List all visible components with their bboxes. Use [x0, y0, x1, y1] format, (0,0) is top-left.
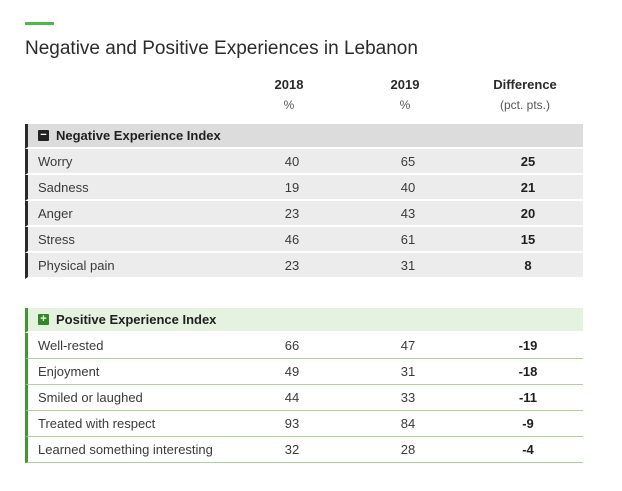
page-title: Negative and Positive Experiences in Leb… — [25, 38, 418, 59]
row-label: Well-rested — [38, 338, 104, 353]
value-2019: 33 — [400, 390, 416, 405]
value-difference: -11 — [518, 390, 538, 405]
table-row: Stress 46 61 15 — [25, 227, 583, 253]
column-header-year: 2018 — [274, 77, 304, 92]
value-difference: -9 — [522, 416, 534, 431]
table-row: Physical pain 23 31 8 — [25, 253, 583, 279]
value-2019: 28 — [400, 442, 416, 457]
row-label: Learned something interesting — [38, 442, 213, 457]
column-header-2019: 2019 % — [345, 77, 465, 112]
value-2019: 31 — [400, 364, 416, 379]
row-label: Physical pain — [38, 257, 115, 273]
negative-section-header: − Negative Experience Index — [25, 124, 583, 149]
value-2019: 31 — [400, 257, 416, 273]
value-2018: 23 — [284, 257, 300, 273]
plus-icon: + — [38, 314, 49, 325]
value-2018: 23 — [284, 205, 300, 221]
positive-section-header: + Positive Experience Index — [25, 308, 583, 333]
section-heading: Negative Experience Index — [56, 128, 221, 143]
table-row: Enjoyment 49 31 -18 — [25, 359, 583, 385]
value-2018: 66 — [284, 338, 300, 353]
value-difference: -18 — [518, 364, 538, 379]
column-header-unit: (pct. pts.) — [499, 98, 550, 112]
row-label: Treated with respect — [38, 416, 156, 431]
row-label: Stress — [38, 231, 75, 247]
accent-line — [25, 22, 54, 25]
column-header-unit: % — [283, 98, 295, 112]
value-2019: 61 — [400, 231, 416, 247]
value-2019: 47 — [400, 338, 416, 353]
row-label: Sadness — [38, 179, 89, 195]
value-2019: 43 — [400, 205, 416, 221]
table-row: Worry 40 65 25 — [25, 149, 583, 175]
section-heading: Positive Experience Index — [56, 312, 217, 327]
minus-icon: − — [38, 130, 49, 141]
table-row: Learned something interesting 32 28 -4 — [25, 437, 583, 463]
negative-experience-table: − Negative Experience Index Worry 40 65 25 S… — [25, 124, 583, 279]
column-header-year: Difference — [493, 77, 557, 92]
value-difference: 8 — [524, 257, 532, 273]
value-2018: 32 — [284, 442, 300, 457]
row-label: Enjoyment — [38, 364, 100, 379]
value-2018: 19 — [284, 179, 300, 195]
value-difference: 25 — [520, 153, 536, 169]
table-row: Sadness 19 40 21 — [25, 175, 583, 201]
row-label: Anger — [38, 205, 73, 221]
value-difference: -19 — [518, 338, 538, 353]
value-difference: 21 — [520, 179, 536, 195]
positive-experience-table: + Positive Experience Index Well-rested 6… — [25, 308, 583, 463]
value-2018: 40 — [284, 153, 300, 169]
value-difference: -4 — [522, 442, 534, 457]
column-header-difference: Difference (pct. pts.) — [465, 77, 585, 112]
row-label: Smiled or laughed — [38, 390, 143, 405]
value-2018: 44 — [284, 390, 300, 405]
value-2019: 65 — [400, 153, 416, 169]
column-header-year: 2019 — [390, 77, 420, 92]
row-label: Worry — [38, 153, 73, 169]
table-row: Anger 23 43 20 — [25, 201, 583, 227]
value-2019: 84 — [400, 416, 416, 431]
value-2018: 46 — [284, 231, 300, 247]
table-row: Well-rested 66 47 -19 — [25, 333, 583, 359]
value-2019: 40 — [400, 179, 416, 195]
column-header-2018: 2018 % — [229, 77, 349, 112]
table-row: Smiled or laughed 44 33 -11 — [25, 385, 583, 411]
column-header-unit: % — [399, 98, 411, 112]
value-difference: 20 — [520, 205, 536, 221]
value-2018: 49 — [284, 364, 300, 379]
value-2018: 93 — [284, 416, 300, 431]
value-difference: 15 — [520, 231, 536, 247]
table-row: Treated with respect 93 84 -9 — [25, 411, 583, 437]
